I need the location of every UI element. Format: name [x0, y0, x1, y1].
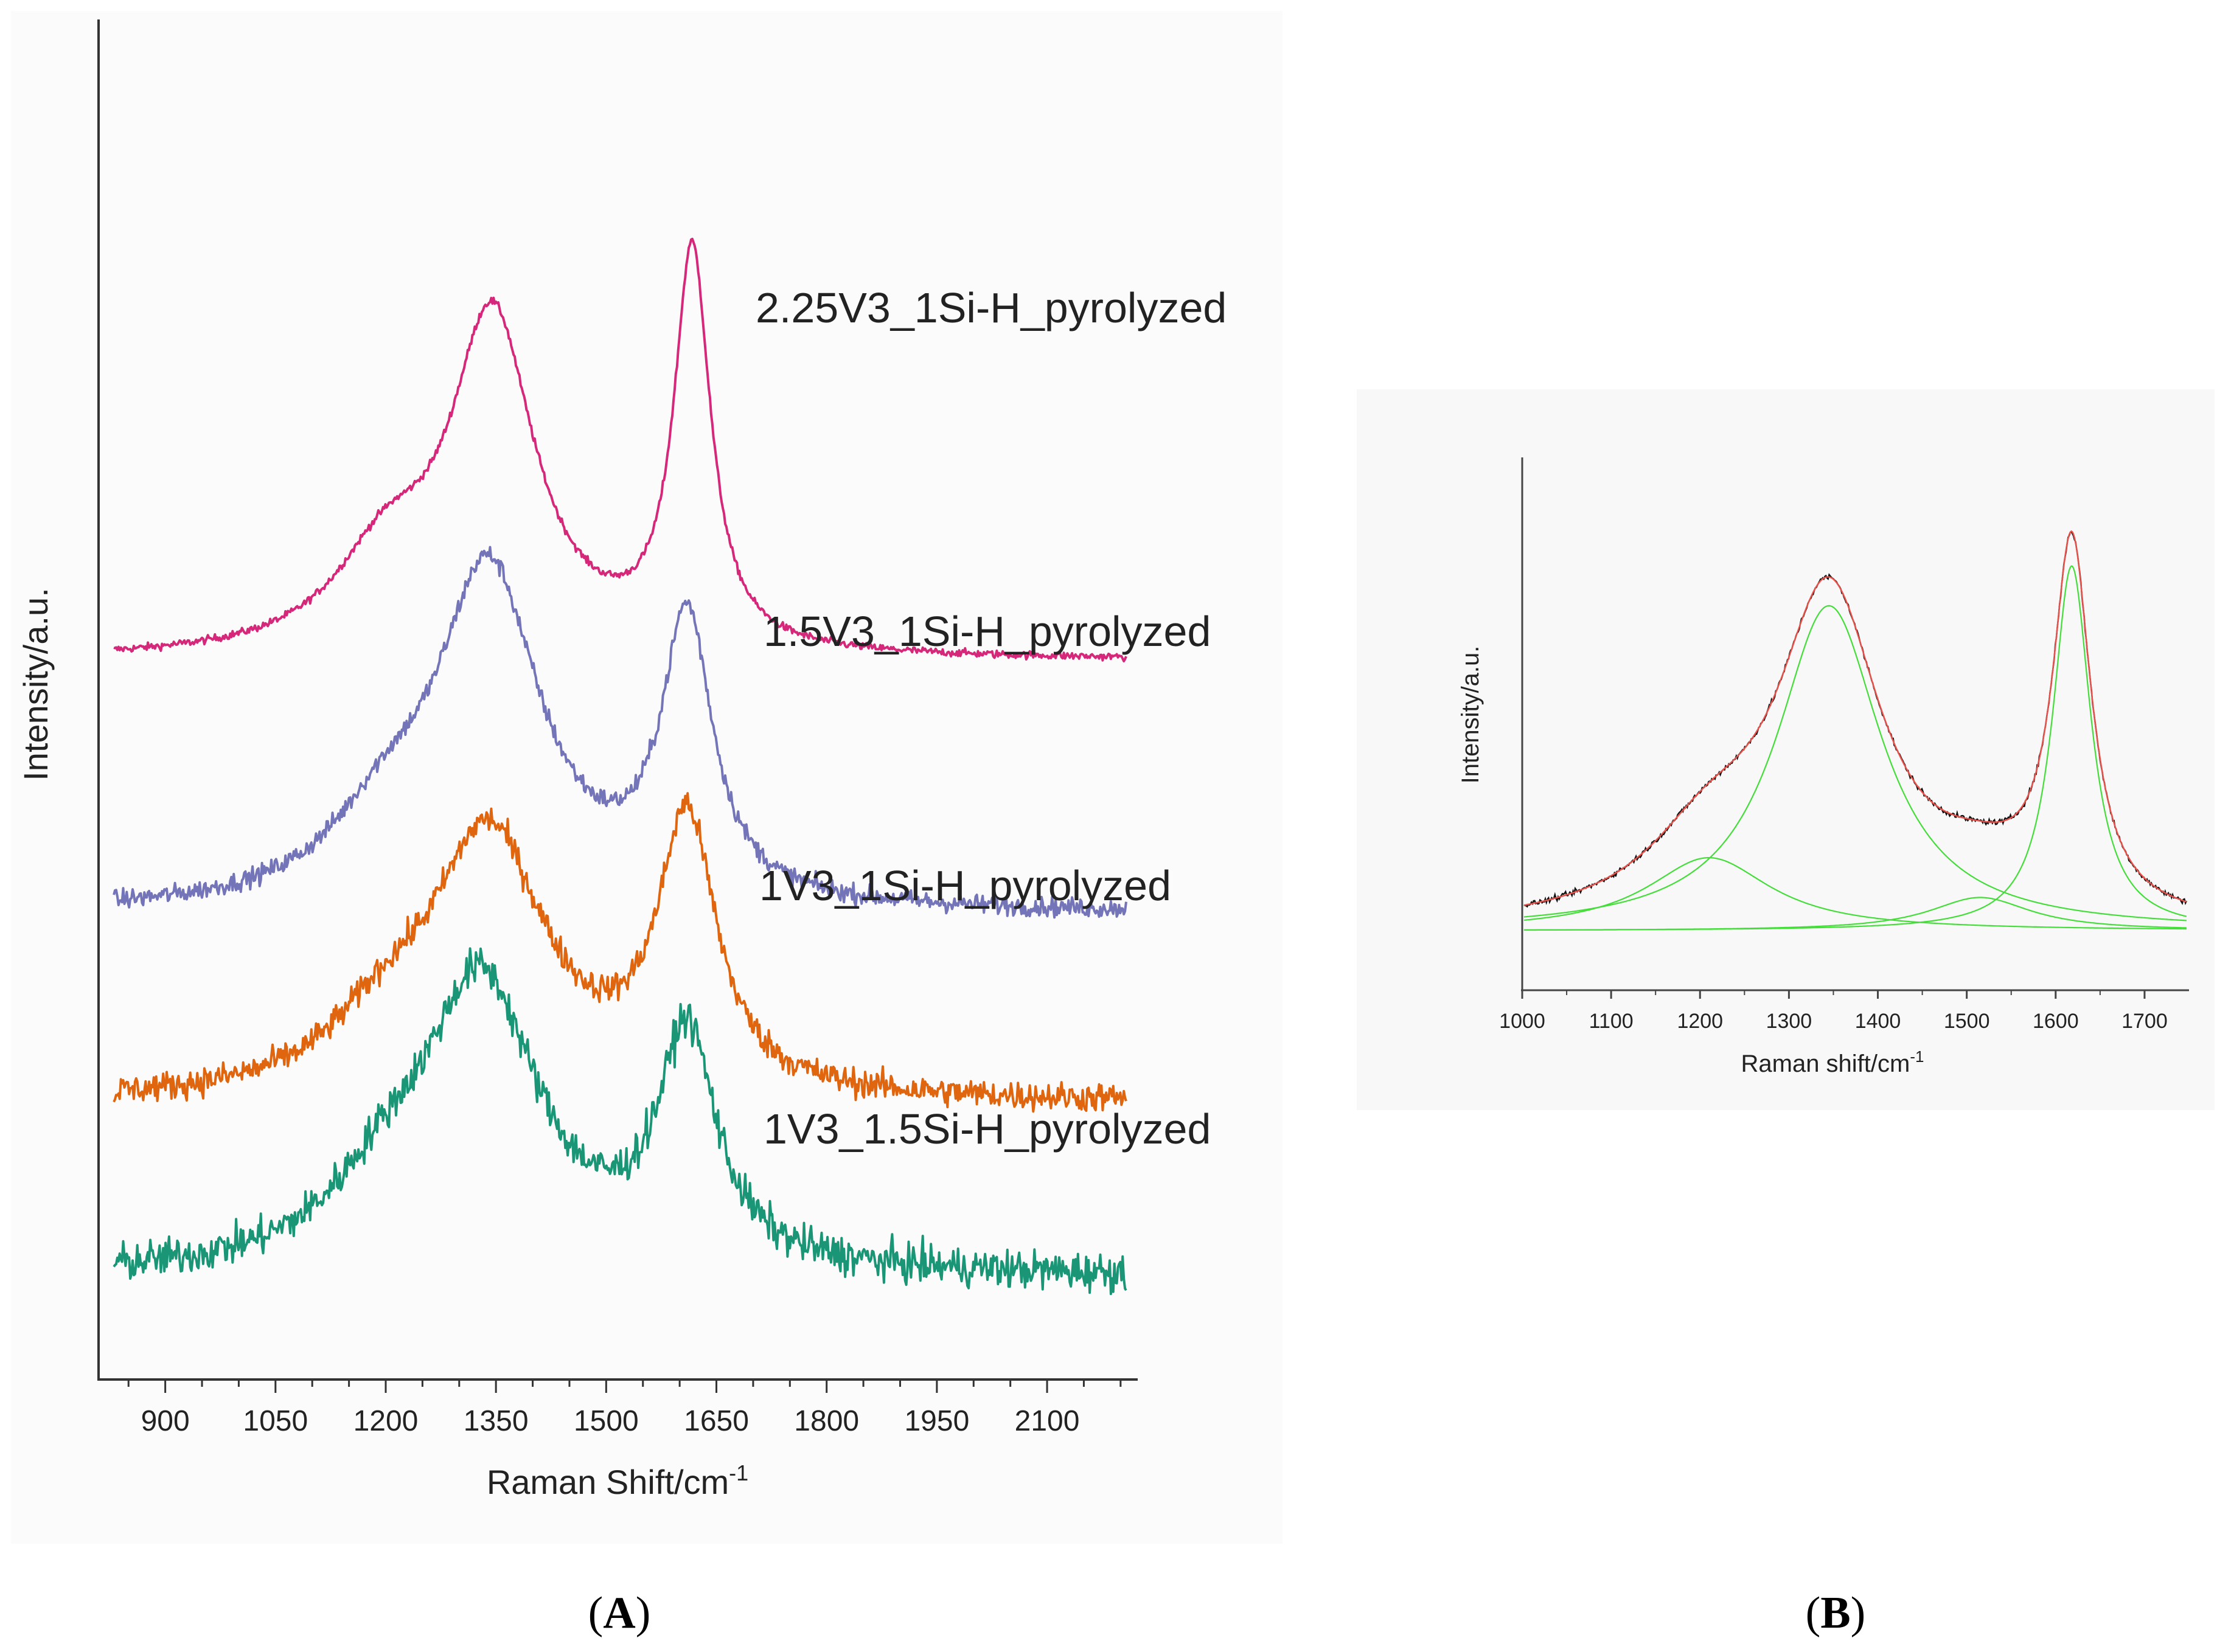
series-label-1v3-1-5si: 1V3_1.5Si-H_pyrolyzed [764, 1105, 1211, 1153]
panel-b-curves-group [1523, 530, 2187, 931]
panel-a-x-tick-label: 2100 [1015, 1405, 1080, 1437]
panel-b-caption-letter: B [1820, 1588, 1850, 1638]
panel-a-caption-letter: A [603, 1588, 635, 1638]
panel-b-x-axis-title-text: Raman shift/cm [1741, 1050, 1910, 1077]
panel-a-x-axis-title: Raman Shift/cm-1 [487, 1460, 748, 1501]
panel-b-y-axis-title: Intensity/a.u. [1457, 646, 1484, 784]
panel-a-x-tick-label: 1500 [574, 1405, 639, 1437]
panel-a-y-axis-title: Intensity/a.u. [16, 588, 55, 781]
panel-b-x-tick-label: 1100 [1589, 1010, 1634, 1033]
panel-b-x-ticks: 1000 1100 1200 1300 1400 1500 1600 1700 [1499, 990, 2168, 1033]
panel-a-x-tick-label: 1950 [904, 1405, 969, 1437]
panel-b-x-tick-label: 1000 [1499, 1010, 1545, 1033]
panel-a-series-line-1 [113, 546, 1127, 919]
panel-b-x-tick-label: 1400 [1855, 1010, 1901, 1033]
panel-a-x-tick-label: 900 [141, 1405, 190, 1437]
panel-b-component-0 [1523, 857, 2187, 930]
panel-b-component-3 [1523, 565, 2187, 931]
panel-a-chart: 900 1050 1200 1350 1500 1650 1800 1950 2100 2.25… [11, 11, 1283, 1544]
panel-b-x-axis-title-superscript: -1 [1910, 1047, 1924, 1066]
panel-b-x-tick-label: 1200 [1677, 1010, 1723, 1033]
panel-b-caption: (B) [1806, 1588, 1866, 1638]
panel-b-x-tick-label: 1600 [2033, 1010, 2079, 1033]
panel-a-series-line-2 [113, 792, 1127, 1113]
panel-a-background [11, 11, 1283, 1544]
panel-a-series-line-0 [113, 237, 1127, 662]
series-label-1v3-1si: 1V3_1Si-H_pyrolyzed [759, 862, 1171, 909]
panel-b-component-1 [1523, 605, 2187, 921]
panel-a-x-tick-label: 1350 [464, 1405, 529, 1437]
panel-a-series-line-3 [113, 947, 1127, 1296]
series-label-2-25v3: 2.25V3_1Si-H_pyrolyzed [756, 284, 1227, 331]
series-label-1-5v3: 1.5V3_1Si-H_pyrolyzed [764, 608, 1211, 655]
panel-b-x-tick-label: 1700 [2121, 1010, 2168, 1033]
panel-a-x-tick-label: 1200 [353, 1405, 419, 1437]
panel-a-x-tick-label: 1050 [243, 1405, 308, 1437]
panel-b-background [1357, 389, 2215, 1110]
panel-a-series-group [113, 237, 1127, 1296]
panel-a-x-tick-label: 1650 [684, 1405, 749, 1437]
panel-a-x-tick-label: 1800 [794, 1405, 859, 1437]
panel-b-fit-envelope [1523, 530, 2187, 906]
panel-a-x-axis-title-superscript: -1 [729, 1460, 748, 1485]
panel-b-x-tick-label: 1500 [1944, 1010, 1990, 1033]
panel-b-x-tick-label: 1300 [1766, 1010, 1812, 1033]
panel-b-x-axis-title: Raman shift/cm-1 [1741, 1047, 1924, 1077]
panel-a-x-ticks: 900 1050 1200 1350 1500 1650 1800 1950 2100 [127, 1380, 1122, 1437]
panel-a-caption: (A) [588, 1588, 651, 1638]
panel-b-chart: 1000 1100 1200 1300 1400 1500 1600 1700 Raman s… [1357, 389, 2215, 1110]
panel-a-x-axis-title-text: Raman Shift/cm [487, 1463, 729, 1501]
